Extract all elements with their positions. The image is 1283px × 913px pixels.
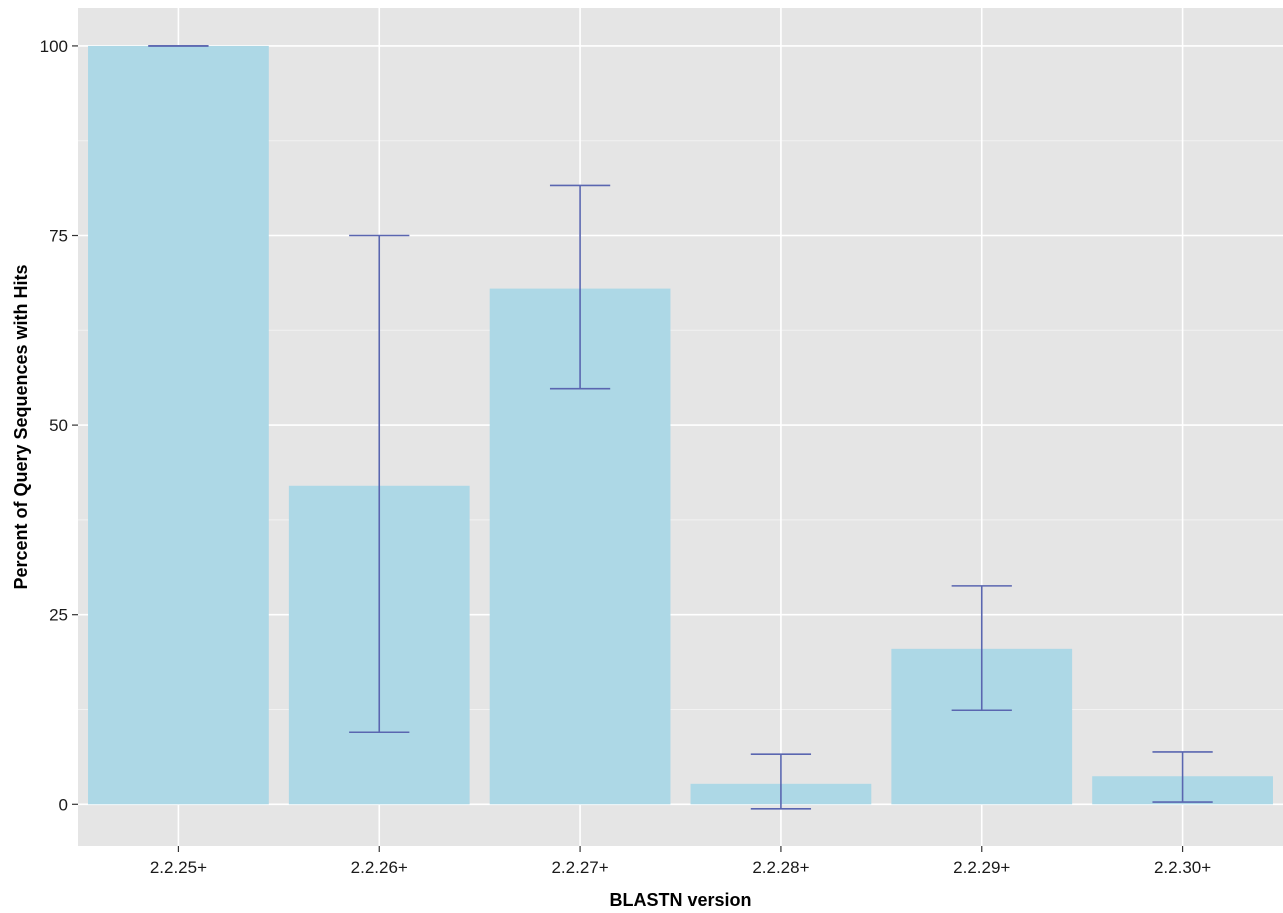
x-tick-label: 2.2.30+: [1154, 858, 1211, 877]
plot-panel: [78, 8, 1283, 846]
x-tick-label: 2.2.28+: [752, 858, 809, 877]
y-axis-title: Percent of Query Sequences with Hits: [11, 264, 31, 589]
error-bar: [549, 184, 611, 390]
minor-gridlines: [78, 140, 1283, 710]
y-tick-label: 25: [49, 606, 68, 625]
y-tick-label: 100: [40, 37, 68, 56]
x-axis-ticks: 2.2.25+ 2.2.26+ 2.2.27+ 2.2.28+ 2.2.29+ 2.2.3…: [150, 846, 1211, 877]
y-axis-ticks: 0 25 50 75 100: [40, 37, 78, 814]
x-tick-label: 2.2.26+: [351, 858, 408, 877]
bar: [88, 45, 269, 805]
x-tick-label: 2.2.25+: [150, 858, 207, 877]
x-tick-label: 2.2.27+: [551, 858, 608, 877]
bars: [88, 45, 1273, 805]
x-tick-label: 2.2.29+: [953, 858, 1010, 877]
error-bar: [750, 753, 812, 810]
error-bar: [951, 585, 1012, 712]
error-bars: [148, 45, 1213, 810]
error-bar: [1152, 751, 1213, 803]
x-axis-title: BLASTN version: [609, 890, 751, 910]
error-bar: [349, 234, 410, 734]
y-tick-label: 0: [59, 795, 68, 814]
y-tick-label: 50: [49, 416, 68, 435]
y-tick-label: 75: [49, 227, 68, 246]
